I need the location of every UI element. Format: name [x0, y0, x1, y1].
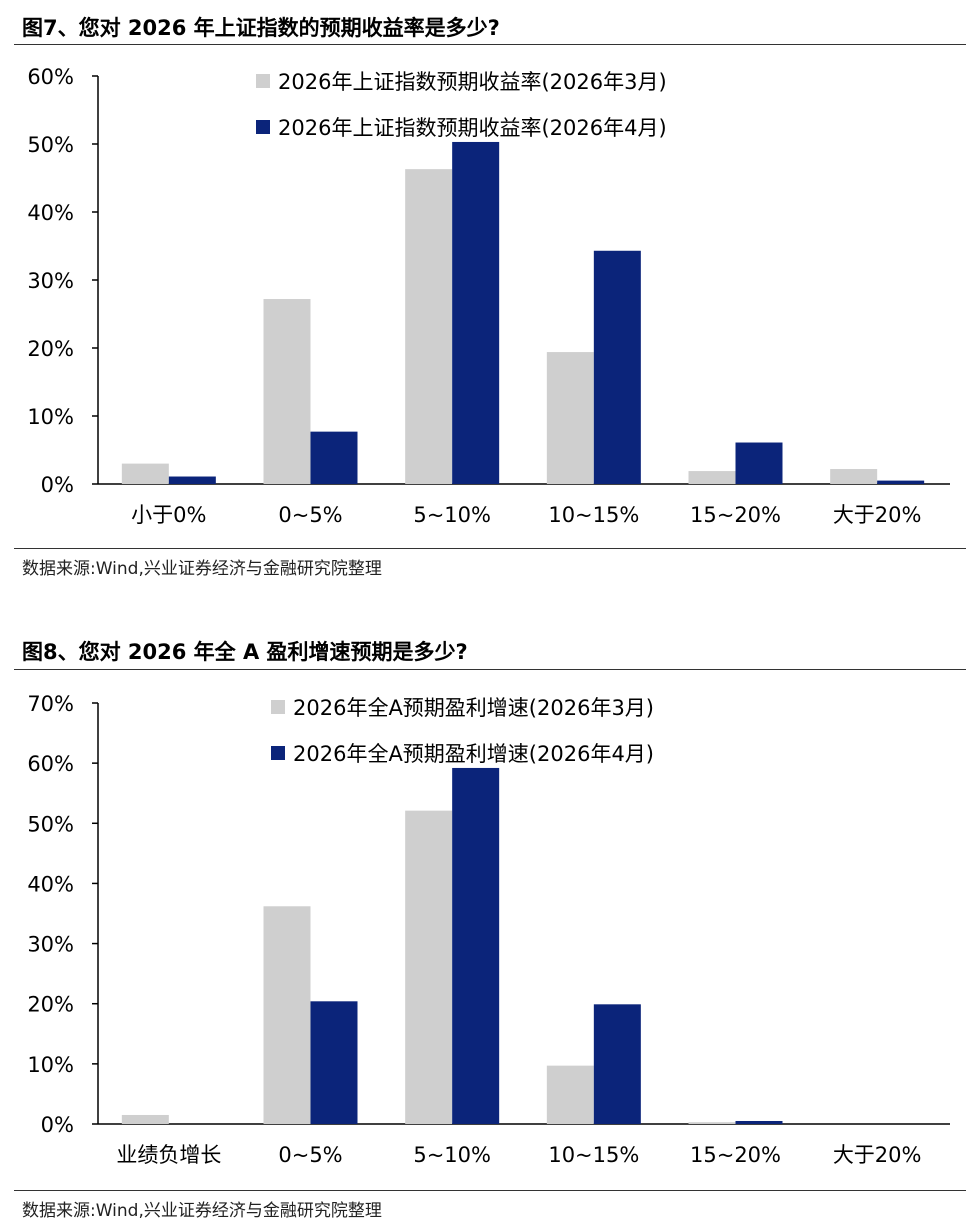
y-tick-label: 0% [41, 473, 74, 497]
y-tick-label: 70% [27, 692, 74, 716]
bar-april-4 [735, 442, 783, 484]
figure-7-title: 图7、您对 2026 年上证指数的预期收益率是多少? [22, 16, 500, 40]
figure-7-source: 数据来源:Wind,兴业证券经济与金融研究院整理 [22, 559, 382, 579]
legend-swatch [256, 74, 270, 88]
legend-swatch [271, 700, 285, 714]
category-label: 大于20% [833, 503, 922, 527]
bar-march-1 [263, 906, 311, 1124]
figure-8-source: 数据来源:Wind,兴业证券经济与金融研究院整理 [22, 1201, 382, 1221]
y-tick-label: 60% [27, 752, 74, 776]
figure-7-bottom-rule [14, 548, 966, 549]
bar-march-4 [688, 1122, 736, 1124]
bar-march-5 [830, 469, 878, 484]
bar-april-5 [877, 480, 925, 484]
y-tick-label: 30% [27, 933, 74, 957]
category-label: 10~15% [548, 1143, 639, 1167]
bar-april-0 [168, 476, 216, 484]
category-label: 0~5% [278, 503, 342, 527]
bar-april-4 [735, 1120, 783, 1124]
bar-march-1 [263, 299, 311, 484]
legend-label: 2026年上证指数预期收益率(2026年4月) [278, 116, 667, 140]
y-tick-label: 10% [27, 405, 74, 429]
category-label: 5~10% [413, 503, 491, 527]
category-label: 大于20% [833, 1143, 922, 1167]
bar-march-0 [121, 463, 169, 484]
bar-march-3 [546, 1065, 594, 1124]
bar-march-2 [405, 810, 453, 1124]
figure-8-bottom-rule [14, 1190, 966, 1191]
bar-april-2 [452, 767, 500, 1124]
bar-april-3 [593, 1004, 641, 1124]
category-label: 15~20% [690, 503, 781, 527]
bar-april-3 [593, 250, 641, 484]
y-tick-label: 60% [27, 65, 74, 89]
category-label: 0~5% [278, 1143, 342, 1167]
y-tick-label: 0% [41, 1113, 74, 1137]
category-label: 小于0% [131, 503, 206, 527]
figure-8-title: 图8、您对 2026 年全 A 盈利增速预期是多少? [22, 640, 468, 664]
legend-label: 2026年全A预期盈利增速(2026年4月) [293, 742, 654, 766]
y-tick-label: 10% [27, 1053, 74, 1077]
category-label: 15~20% [690, 1143, 781, 1167]
bar-march-3 [546, 352, 594, 484]
y-tick-label: 50% [27, 133, 74, 157]
bar-april-2 [452, 141, 500, 484]
category-label: 业绩负增长 [116, 1143, 221, 1167]
y-tick-label: 20% [27, 337, 74, 361]
y-tick-label: 50% [27, 812, 74, 836]
bar-april-1 [310, 431, 358, 484]
figure-7-title-rule [14, 44, 966, 45]
legend-label: 2026年上证指数预期收益率(2026年3月) [278, 70, 667, 94]
y-tick-label: 20% [27, 993, 74, 1017]
legend-swatch [256, 120, 270, 134]
y-tick-label: 40% [27, 201, 74, 225]
category-label: 10~15% [548, 503, 639, 527]
bar-march-4 [688, 471, 736, 484]
category-label: 5~10% [413, 1143, 491, 1167]
figure-8-title-rule [14, 669, 966, 670]
figure-8-bar-chart: 0% 10% 20% 30% 40% 50% 60% 70% 业绩负增长 0~5% 5~10% 10~… [27, 692, 950, 1167]
bar-march-2 [405, 169, 453, 484]
legend-swatch [271, 746, 285, 760]
bar-march-0 [121, 1114, 169, 1124]
figure-7-bar-chart: 0% 10% 20% 30% 40% 50% 60% 小于0% 0~5% 5~10% 10~15% 1… [27, 65, 950, 527]
y-tick-label: 40% [27, 872, 74, 896]
legend-label: 2026年全A预期盈利增速(2026年3月) [293, 696, 654, 720]
bar-april-1 [310, 1001, 358, 1124]
y-tick-label: 30% [27, 269, 74, 293]
